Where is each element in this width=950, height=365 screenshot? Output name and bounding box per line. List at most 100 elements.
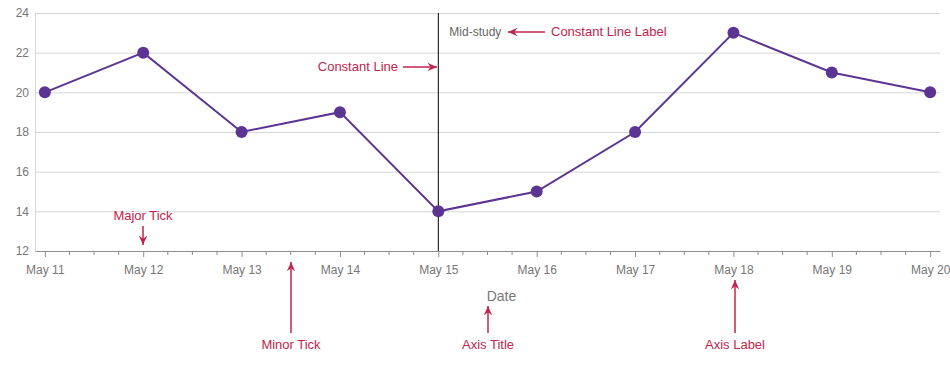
annotation-arrow [487, 306, 489, 333]
x-tick-mark [733, 251, 734, 257]
x-tick-label: May 16 [518, 263, 558, 277]
x-axis: May 11 May 12 May 13 May 14 May 15 May 16 May … [26, 251, 950, 277]
minor-tick [585, 251, 586, 255]
y-tick: 24 [16, 6, 940, 20]
x-tick-mark [45, 251, 46, 257]
minor-tick [610, 251, 611, 255]
minor-tick [659, 251, 660, 255]
plot: 12141618202224May 11May 12May 13May 14Ma… [16, 6, 950, 304]
constant-line-label: Mid-study [449, 25, 501, 39]
x-tick-label: May 12 [124, 263, 164, 277]
annotation-arrow [290, 262, 292, 333]
annotation: Axis Title [462, 337, 514, 352]
x-tick: May 11 [26, 251, 65, 277]
chart: 12141618202224May 11May 12May 13May 14Ma… [0, 0, 950, 365]
x-axis-title: Date [487, 288, 517, 304]
minor-tick [192, 251, 193, 255]
y-tick-label: 18 [16, 125, 30, 139]
y-tick-label: 24 [16, 6, 30, 20]
minor-tick [290, 251, 291, 255]
y-tick-label: 20 [16, 86, 30, 100]
line [45, 33, 930, 212]
minor-tick [364, 251, 365, 255]
minor-tick [880, 251, 881, 255]
annotation-arrow [734, 280, 736, 333]
annotation: Minor Tick [261, 337, 321, 352]
x-tick-label: May 20 [911, 263, 950, 277]
minor-tick [561, 251, 562, 255]
grid-line [35, 172, 940, 173]
y-tick: 12 [16, 244, 940, 258]
x-tick: May 12 [124, 251, 164, 277]
x-tick: May 18 [714, 251, 754, 277]
annotations: Constant Line LabelConstant LineMajor Ti… [113, 24, 765, 352]
annotation-arrow [142, 226, 144, 245]
minor-tick [118, 251, 119, 255]
x-tick-mark [930, 251, 931, 257]
point [432, 205, 444, 217]
minor-tick [266, 251, 267, 255]
x-tick: May 13 [222, 251, 262, 277]
x-tick: May 15 [419, 251, 459, 277]
y-tick-label: 22 [16, 46, 30, 60]
annotation: Axis Label [705, 337, 765, 352]
y-tick-label: 16 [16, 165, 30, 179]
grid-line [35, 13, 940, 14]
grid-line [35, 53, 940, 54]
x-tick-label: May 14 [321, 263, 361, 277]
minor-tick [462, 251, 463, 255]
minor-tick [94, 251, 95, 255]
x-tick-mark [340, 251, 341, 257]
point [924, 86, 936, 98]
x-tick-mark [537, 251, 538, 257]
minor-tick [216, 251, 217, 255]
minor-tick [512, 251, 513, 255]
y-tick: 18 [16, 125, 940, 139]
x-tick-mark [438, 251, 439, 257]
point [236, 126, 248, 138]
point [727, 27, 739, 39]
x-tick-label: May 18 [714, 263, 754, 277]
x-tick-mark [832, 251, 833, 257]
point [629, 126, 641, 138]
x-tick: May 17 [616, 251, 656, 277]
minor-tick [684, 251, 685, 255]
x-tick-label: May 11 [26, 263, 65, 277]
minor-tick [905, 251, 906, 255]
y-tick: 16 [16, 165, 940, 179]
y-axis: 12 14 16 18 20 22 24 [16, 6, 940, 258]
x-tick-label: May 19 [813, 263, 853, 277]
x-tick-label: May 15 [419, 263, 459, 277]
x-tick: May 19 [813, 251, 853, 277]
minor-tick [708, 251, 709, 255]
x-tick: May 16 [518, 251, 558, 277]
y-axis-line [36, 14, 941, 252]
point [137, 47, 149, 59]
grid-line [35, 92, 940, 93]
minor-ticks [69, 251, 905, 255]
minor-tick [856, 251, 857, 255]
minor-tick [69, 251, 70, 255]
x-tick-mark [143, 251, 144, 257]
point [531, 186, 543, 198]
minor-tick [167, 251, 168, 255]
minor-tick [758, 251, 759, 255]
y-tick-label: 14 [16, 205, 30, 219]
y-tick: 22 [16, 46, 940, 60]
x-tick-mark [635, 251, 636, 257]
annotation-arrow [508, 31, 545, 33]
point [334, 106, 346, 118]
x-tick-mark [242, 251, 243, 257]
y-tick-label: 12 [16, 244, 30, 258]
minor-tick [413, 251, 414, 255]
minor-tick [782, 251, 783, 255]
x-tick-label: May 13 [222, 263, 262, 277]
minor-tick [807, 251, 808, 255]
annotation: Constant Line Label [551, 24, 667, 39]
minor-tick [389, 251, 390, 255]
minor-tick [315, 251, 316, 255]
x-tick: May 14 [321, 251, 361, 277]
series [39, 27, 936, 218]
y-tick: 20 [16, 86, 940, 100]
annotation: Major Tick [113, 208, 173, 223]
